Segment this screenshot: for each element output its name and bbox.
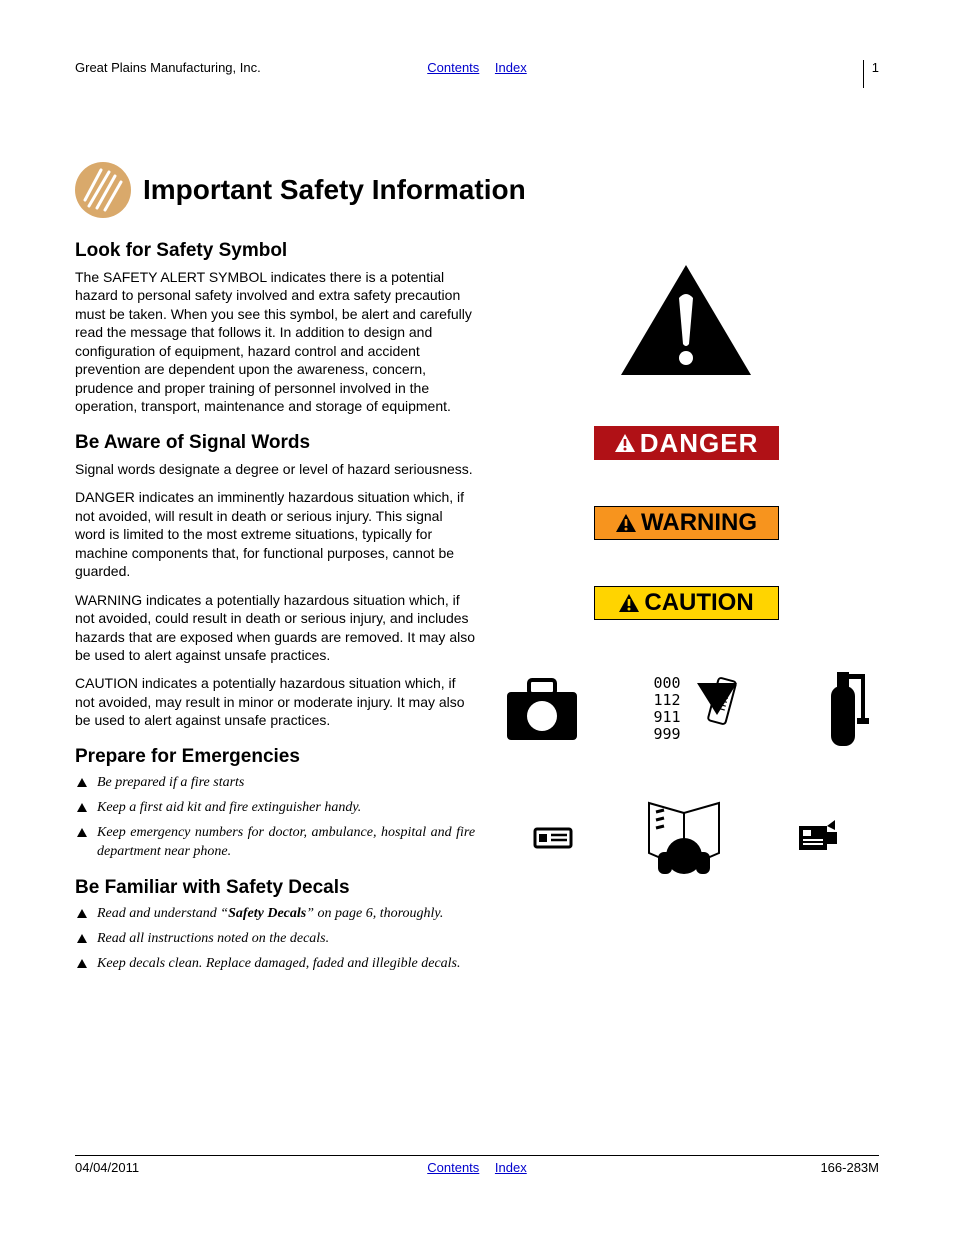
emergency-numbers: 000 112 911 999 [653, 675, 744, 744]
emg-num: 911 [653, 709, 680, 726]
emg-num: 112 [653, 692, 680, 709]
section-aware-p4: CAUTION indicates a potentially hazardou… [75, 674, 475, 729]
section-aware-p1: Signal words designate a degree or level… [75, 460, 475, 478]
caution-label: CAUTION [594, 586, 779, 620]
decal-sticker-icon [795, 818, 839, 858]
index-link[interactable]: Index [495, 1160, 527, 1175]
section-aware-p2: DANGER indicates an imminently hazardous… [75, 488, 475, 580]
contents-link[interactable]: Contents [427, 1160, 479, 1175]
section-aware-heading: Be Aware of Signal Words [75, 432, 475, 454]
section-prepare-heading: Prepare for Emergencies [75, 746, 475, 768]
content-columns: Look for Safety Symbol The SAFETY ALERT … [75, 240, 879, 982]
text: Read and understand “ [97, 906, 228, 921]
list-item: Read and understand “Safety Decals” on p… [75, 905, 475, 924]
footer-nav: Contents Index [421, 1160, 532, 1175]
safety-decals-ref: Safety Decals [228, 906, 306, 921]
contents-link[interactable]: Contents [427, 60, 479, 75]
header-nav: Contents Index [421, 60, 532, 75]
warning-text: WARNING [641, 509, 757, 537]
fire-extinguisher-icon [817, 666, 869, 752]
safety-alert-icon [616, 260, 756, 380]
list-item: Be prepared if a fire starts [75, 774, 475, 793]
warning-label: WARNING [594, 506, 779, 540]
list-item: Keep a first aid kit and fire extinguish… [75, 799, 475, 818]
footer-date: 04/04/2011 [75, 1160, 139, 1175]
danger-label: DANGER [594, 426, 779, 460]
phone-icon [687, 675, 745, 739]
company-name: Great Plains Manufacturing, Inc. [75, 60, 261, 75]
decals-icons-row [493, 798, 879, 878]
reading-manual-icon [634, 798, 734, 878]
section-look-body: The SAFETY ALERT SYMBOL indicates there … [75, 268, 475, 416]
list-item: Keep emergency numbers for doctor, ambul… [75, 824, 475, 862]
list-item: Keep decals clean. Replace damaged, fade… [75, 955, 475, 974]
page-number: 1 [863, 60, 879, 88]
page-footer: 04/04/2011 Contents Index 166-283M [75, 1155, 879, 1175]
decals-list: Read and understand “Safety Decals” on p… [75, 905, 475, 974]
text-column: Look for Safety Symbol The SAFETY ALERT … [75, 240, 493, 982]
alert-triangle-icon [615, 513, 637, 533]
emergency-icons-row: 000 112 911 999 [493, 666, 879, 752]
section-decals-heading: Be Familiar with Safety Decals [75, 877, 475, 899]
decal-label-icon [533, 823, 573, 853]
list-item: Read all instructions noted on the decal… [75, 930, 475, 949]
wheat-logo-icon [75, 162, 131, 218]
page-header: Great Plains Manufacturing, Inc. Content… [75, 60, 879, 92]
first-aid-kit-icon [503, 674, 581, 744]
alert-triangle-icon [614, 433, 636, 453]
doc-number: 166-283M [820, 1160, 879, 1175]
title-row: Important Safety Information [75, 162, 879, 218]
section-look-heading: Look for Safety Symbol [75, 240, 475, 262]
danger-text: DANGER [640, 428, 759, 459]
alert-triangle-icon [618, 593, 640, 613]
index-link[interactable]: Index [495, 60, 527, 75]
text: ” on page 6, thoroughly. [306, 906, 443, 921]
emg-num: 000 [653, 675, 680, 692]
caution-text: CAUTION [644, 589, 753, 617]
prepare-list: Be prepared if a fire starts Keep a firs… [75, 774, 475, 862]
graphics-column: DANGER WARNING CAUTION [493, 240, 879, 982]
page-title: Important Safety Information [143, 174, 526, 206]
emg-num: 999 [653, 726, 680, 743]
section-aware-p3: WARNING indicates a potentially hazardou… [75, 591, 475, 665]
